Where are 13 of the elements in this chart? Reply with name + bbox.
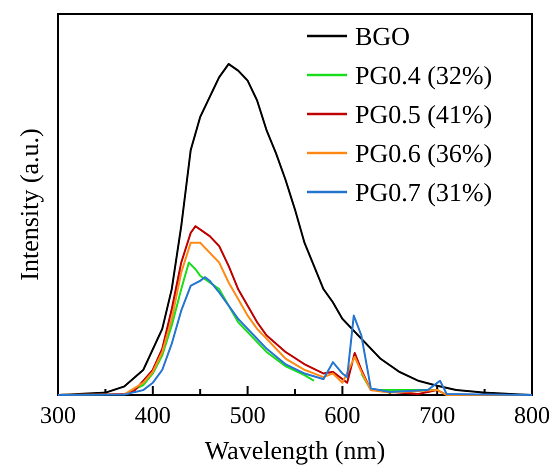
legend-label: PG0.5 (41%) <box>355 100 492 129</box>
x-axis-title: Wavelength (nm) <box>204 436 386 465</box>
x-tick-label: 500 <box>230 403 266 429</box>
legend-label: PG0.7 (31%) <box>355 178 492 207</box>
legend-label: PG0.6 (36%) <box>355 139 492 168</box>
x-tick-label: 700 <box>419 403 456 429</box>
x-tick-label: 600 <box>324 403 360 429</box>
legend-label: BGO <box>355 22 410 51</box>
x-tick-label: 400 <box>134 403 171 429</box>
legend-label: PG0.4 (32%) <box>355 61 492 90</box>
y-axis-title: Intensity (a.u.) <box>15 128 44 281</box>
x-tick-label: 300 <box>40 403 76 429</box>
x-tick-label: 800 <box>514 403 550 429</box>
